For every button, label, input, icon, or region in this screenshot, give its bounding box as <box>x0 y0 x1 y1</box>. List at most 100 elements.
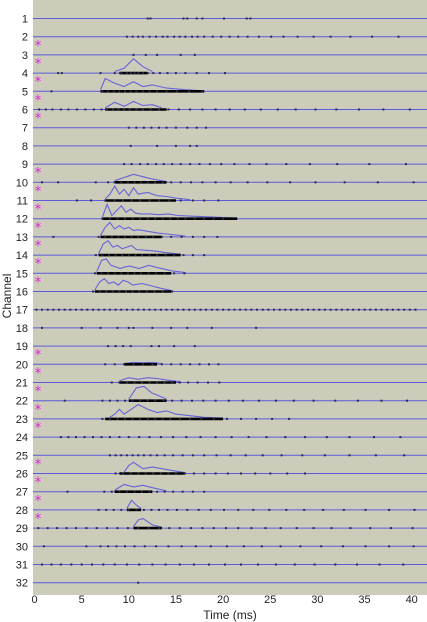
spike-mark <box>110 381 113 384</box>
spike-mark <box>154 217 157 220</box>
spike-mark <box>180 399 183 402</box>
spike-mark <box>193 217 196 220</box>
spike-mark <box>412 181 415 184</box>
spike-mark <box>161 35 164 38</box>
y-tick-label: 4 <box>22 68 28 80</box>
spike-mark <box>99 326 102 329</box>
spike-mark <box>131 399 134 402</box>
spike-mark <box>285 163 288 166</box>
spike-mark <box>201 17 204 20</box>
spike-mark <box>164 254 167 257</box>
spike-mark <box>179 363 182 366</box>
y-tick-label: 20 <box>16 359 28 371</box>
spike-mark <box>141 381 143 384</box>
psth-curve <box>114 173 167 183</box>
spike-mark <box>140 181 143 184</box>
spike-mark <box>276 108 279 111</box>
spike-mark <box>284 436 287 439</box>
spike-mark <box>121 254 124 257</box>
spike-mark <box>205 308 208 311</box>
spike-mark <box>178 417 181 420</box>
spike-mark <box>139 199 142 202</box>
spike-mark <box>124 545 126 548</box>
spike-mark <box>137 454 140 457</box>
x-tick-label: 5 <box>79 594 85 606</box>
spike-mark <box>154 417 157 420</box>
spike-mark <box>369 527 372 530</box>
spike-mark <box>124 399 126 402</box>
spike-mark <box>166 35 169 38</box>
spike-mark <box>189 144 192 147</box>
spike-mark <box>170 235 173 238</box>
spike-mark <box>84 108 87 111</box>
spike-mark <box>148 90 151 93</box>
spike-mark <box>154 181 157 184</box>
spike-mark <box>120 72 123 75</box>
channel-marker: * <box>35 421 42 436</box>
spike-mark <box>132 53 135 56</box>
spike-mark <box>127 126 130 129</box>
spike-mark <box>378 563 381 566</box>
spike-mark <box>133 181 136 184</box>
spike-mark <box>59 563 62 566</box>
y-tick-label: 7 <box>22 123 28 135</box>
spike-mark <box>210 308 213 311</box>
channel-marker: * <box>35 494 42 509</box>
channel-markers: * * * * * * * * * * * * * * * * * * * * * <box>35 39 42 527</box>
spike-mark <box>369 308 372 311</box>
psth-curve <box>119 377 181 383</box>
spike-mark <box>110 490 113 493</box>
spike-mark <box>264 527 267 530</box>
spike-mark <box>122 199 125 202</box>
spike-mark <box>195 126 198 129</box>
spike-mark <box>210 326 213 329</box>
spike-mark <box>227 308 230 311</box>
spike-mark <box>169 217 172 220</box>
spike-mark <box>105 508 108 511</box>
spike-mark <box>257 399 260 402</box>
spike-mark <box>357 308 360 311</box>
spike-mark <box>137 72 140 75</box>
spike-mark <box>104 199 107 202</box>
spike-mark <box>108 454 111 457</box>
spike-mark <box>173 254 176 257</box>
spike-mark <box>237 35 240 38</box>
spike-mark <box>146 72 149 75</box>
spike-mark <box>175 508 178 511</box>
spike-mark <box>123 163 126 166</box>
y-tick-label: 14 <box>16 250 28 262</box>
spike-mark <box>186 326 189 329</box>
spike-mark <box>246 35 249 38</box>
spike-mark <box>314 181 317 184</box>
spike-mark <box>99 72 102 75</box>
spike-mark <box>137 35 140 38</box>
spike-mark <box>171 381 174 384</box>
spike-mark <box>175 90 178 93</box>
spike-mark <box>329 308 332 311</box>
spike-mark <box>312 308 315 311</box>
spike-mark <box>103 308 106 311</box>
spike-mark <box>113 563 116 566</box>
y-tick-label: 13 <box>16 232 28 244</box>
spike-mark <box>259 108 262 111</box>
spike-mark <box>142 308 145 311</box>
spike-mark <box>340 308 343 311</box>
spike-mark <box>233 308 236 311</box>
spike-mark <box>295 527 298 530</box>
spike-mark <box>52 235 55 238</box>
spike-mark <box>246 181 249 184</box>
spike-mark <box>161 217 164 220</box>
spike-mark <box>94 254 97 257</box>
y-tick-label: 32 <box>16 578 28 590</box>
spike-mark <box>217 199 220 202</box>
spike-mark <box>274 399 277 402</box>
spike-mark <box>108 217 111 220</box>
spike-mark <box>174 144 177 147</box>
spike-mark <box>127 326 130 329</box>
spike-mark <box>403 454 406 457</box>
spike-mark <box>189 108 192 111</box>
spike-mark <box>133 490 136 493</box>
spike-mark <box>214 472 217 475</box>
spike-mark <box>123 363 126 366</box>
spike-mark <box>131 454 134 457</box>
